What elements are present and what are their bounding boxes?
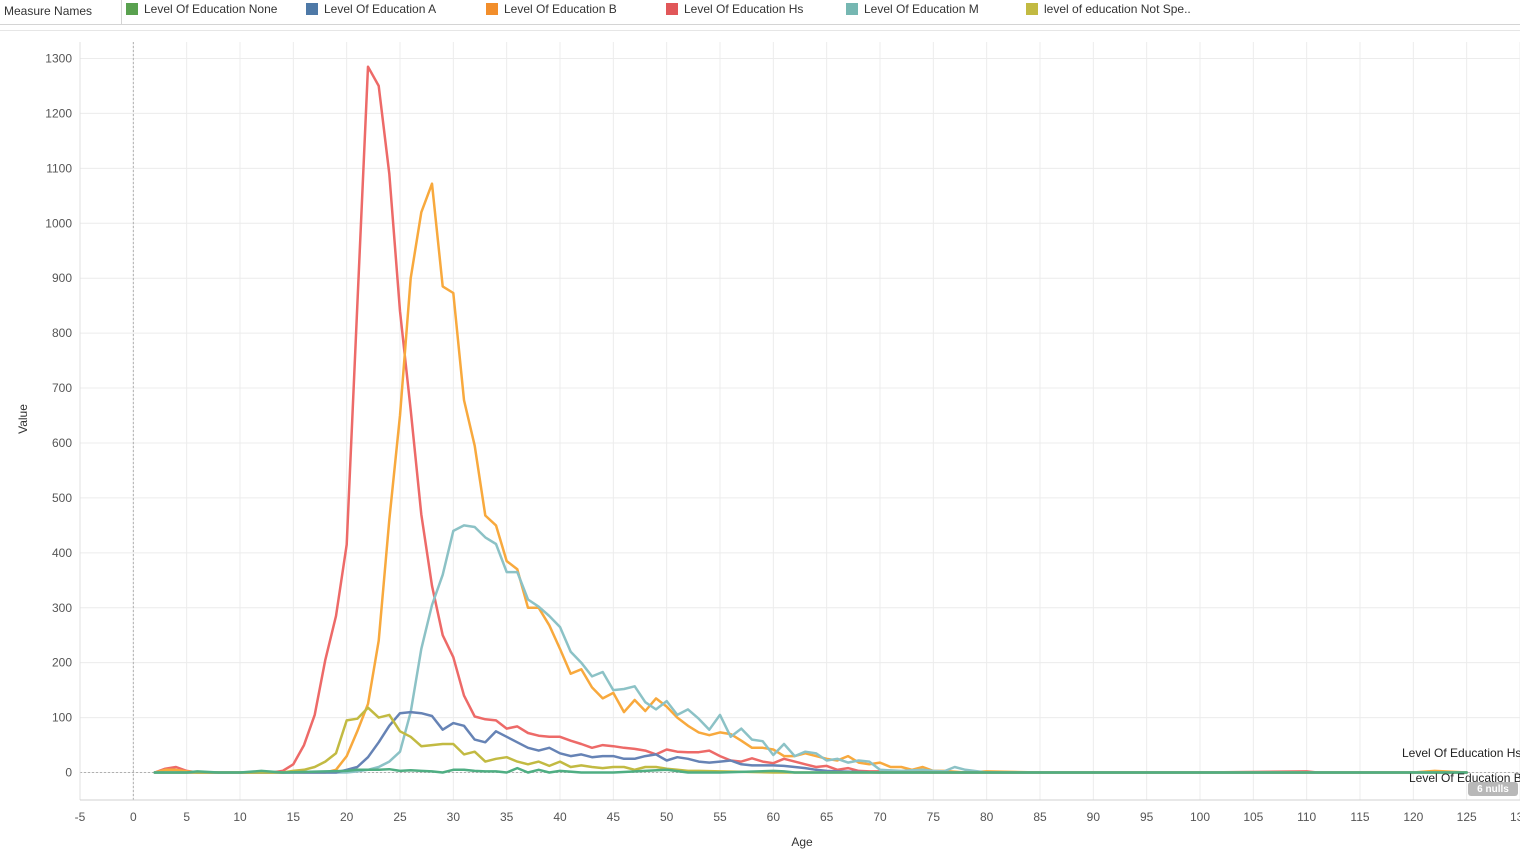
- x-tick-label: 0: [130, 810, 137, 824]
- legend-bar: Measure Names Level Of Education None Le…: [0, 0, 1520, 25]
- nulls-indicator[interactable]: 6 nulls: [1468, 782, 1518, 796]
- series-line-level-of-education-none[interactable]: [153, 766, 1468, 774]
- x-tick-label: 120: [1403, 810, 1423, 824]
- x-tick-label: 75: [927, 810, 941, 824]
- series-line-level-of-education-a[interactable]: [153, 710, 1468, 774]
- end-labels: Level Of Education Hs Level Of Education …: [1402, 746, 1520, 785]
- legend-item-none[interactable]: Level Of Education None: [126, 2, 277, 18]
- x-tick-label: 80: [980, 810, 994, 824]
- x-tick-label: 105: [1243, 810, 1263, 824]
- y-tick-label: 200: [52, 656, 72, 670]
- legend-swatch: [1026, 3, 1038, 15]
- y-tick-label: 800: [52, 326, 72, 340]
- legend-label: Level Of Education None: [144, 2, 278, 16]
- series-line-level-of-education-hs[interactable]: [153, 65, 1468, 774]
- x-tick-label: 30: [447, 810, 461, 824]
- y-tick-label: 1300: [45, 51, 72, 65]
- x-tick-label: 85: [1033, 810, 1047, 824]
- divider: [0, 30, 1520, 31]
- x-tick-label: 125: [1457, 810, 1477, 824]
- x-tick-label: -5: [75, 810, 86, 824]
- x-tick-label: 55: [713, 810, 727, 824]
- legend-swatch: [846, 3, 858, 15]
- series-line-level-of-education-m[interactable]: [153, 524, 1468, 774]
- x-tick-label: 45: [607, 810, 621, 824]
- x-tick-label: 20: [340, 810, 354, 824]
- end-label-hs: Level Of Education Hs: [1402, 746, 1520, 760]
- x-tick-label: 115: [1350, 810, 1369, 824]
- legend-title: Measure Names: [0, 0, 122, 24]
- y-tick-label: 100: [52, 711, 72, 725]
- y-tick-label: 0: [65, 766, 72, 780]
- legend-label: Level Of Education M: [864, 2, 979, 16]
- axes: -5 0 5 10 15 20 25 30 35 40 45 50 55 60 65 70 75 80 85 90 95…: [45, 42, 1520, 824]
- y-tick-label: 500: [52, 491, 72, 505]
- y-axis-title: Value: [16, 404, 30, 434]
- nulls-text: 6 nulls: [1477, 784, 1509, 795]
- series-line-level-of-education-b[interactable]: [153, 182, 1468, 774]
- legend-label: Level Of Education A: [324, 2, 437, 16]
- x-tick-label: 15: [287, 810, 301, 824]
- x-tick-label: 35: [500, 810, 514, 824]
- y-tick-label: 1200: [45, 106, 72, 120]
- grid: [79, 42, 1520, 800]
- legend-swatch: [486, 3, 498, 15]
- legend-swatch: [306, 3, 318, 15]
- legend-item-a[interactable]: Level Of Education A: [306, 2, 436, 18]
- y-tick-label: 300: [52, 601, 72, 615]
- legend-item-not-specified[interactable]: level of education Not Spe..: [1026, 2, 1191, 18]
- x-tick-label: 95: [1140, 810, 1154, 824]
- y-tick-label: 700: [52, 381, 72, 395]
- legend-swatch: [126, 3, 138, 15]
- x-tick-label: 110: [1297, 810, 1316, 824]
- y-tick-label: 400: [52, 546, 72, 560]
- legend-item-m[interactable]: Level Of Education M: [846, 2, 979, 18]
- y-tick-label: 900: [52, 271, 72, 285]
- legend-item-b[interactable]: Level Of Education B: [486, 2, 617, 18]
- nulls-badge: [1468, 782, 1518, 796]
- x-tick-label: 100: [1190, 810, 1210, 824]
- x-tick-label: 40: [553, 810, 567, 824]
- x-tick-label: 10: [233, 810, 247, 824]
- legend-swatch: [666, 3, 678, 15]
- y-tick-label: 1000: [45, 216, 72, 230]
- x-tick-label: 50: [660, 810, 674, 824]
- x-tick-label: 90: [1087, 810, 1101, 824]
- legend-label: Level Of Education Hs: [684, 2, 804, 16]
- legend-item-hs[interactable]: Level Of Education Hs: [666, 2, 803, 18]
- end-label-b: Level Of Education B: [1409, 771, 1520, 785]
- x-tick-label: 5: [183, 810, 190, 824]
- x-axis-title: Age: [791, 835, 813, 849]
- y-tick-label: 1100: [46, 161, 72, 175]
- y-tick-label: 600: [52, 436, 72, 450]
- legend-label: level of education Not Spe..: [1044, 2, 1191, 16]
- x-tick-label: 60: [767, 810, 781, 824]
- x-tick-label: 65: [820, 810, 834, 824]
- series-group: [153, 65, 1468, 774]
- legend-label: Level Of Education B: [504, 2, 617, 16]
- series-line-level-of-education-not-spe[interactable]: [153, 706, 1468, 774]
- x-tick-label: 70: [873, 810, 887, 824]
- x-tick-label: 25: [393, 810, 407, 824]
- x-tick-label: 130: [1510, 810, 1520, 824]
